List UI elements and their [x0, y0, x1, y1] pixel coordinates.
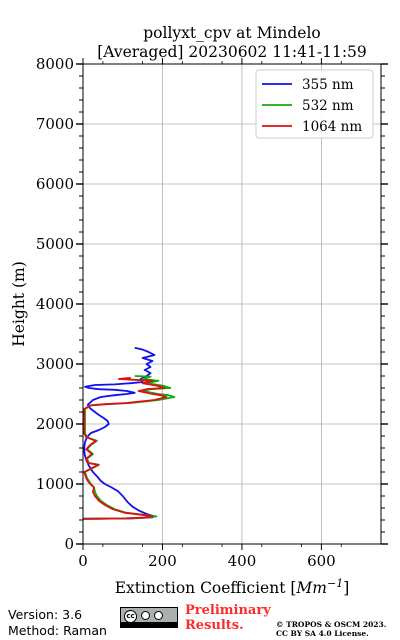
y-tick-label: 3000: [36, 355, 74, 373]
x-tick-label: 200: [148, 552, 177, 570]
series-layer: [82, 346, 176, 520]
preliminary-results-text: Preliminary Results.: [185, 603, 271, 633]
legend-label-2: 532 nm: [302, 98, 354, 114]
copyright-line2: CC BY SA 4.0 License.: [276, 629, 369, 638]
chart-title-line2: [Averaged] 20230602 11:41-11:59: [97, 43, 367, 61]
series-line-1: [82, 346, 156, 520]
x-axis-label: Extinction Coefficient [Mm−1]: [115, 577, 350, 597]
x-tick-labels: 0 200 400 600: [78, 552, 335, 570]
version-text: Version: 3.6: [8, 607, 83, 622]
x-tick-label: 400: [228, 552, 257, 570]
preliminary-line1: Preliminary: [185, 603, 271, 618]
footer-info: Version: 3.6 Method: Raman: [8, 607, 107, 639]
x-tick-label: 600: [307, 552, 336, 570]
y-tick-label: 0: [64, 535, 74, 553]
y-tick-label: 8000: [36, 55, 74, 73]
x-tick-label: 0: [78, 552, 88, 570]
license-strip: [121, 622, 177, 627]
y-tick-label: 7000: [36, 115, 74, 133]
y-tick-label: 1000: [36, 475, 74, 493]
copyright-text: © TROPOS & OSCM 2023. CC BY SA 4.0 Licen…: [276, 620, 386, 638]
y-tick-label: 4000: [36, 295, 74, 313]
method-text: Method: Raman: [8, 623, 107, 638]
series-line-3: [82, 376, 168, 520]
axis-ticks: [76, 58, 388, 550]
y-tick-label: 5000: [36, 235, 74, 253]
y-tick-label: 2000: [36, 415, 74, 433]
extinction-profile-chart: pollyxt_cpv at Mindelo [Averaged] 202306…: [10, 24, 388, 597]
y-tick-labels: 0 1000 2000 3000 4000 5000 6000 7000 8000: [36, 55, 74, 553]
legend: 355 nm 532 nm 1064 nm: [255, 69, 374, 139]
legend-box: [255, 69, 374, 139]
copyright-line1: © TROPOS & OSCM 2023.: [276, 620, 387, 629]
y-axis-label: Height (m): [10, 261, 28, 347]
legend-label-1: 355 nm: [302, 77, 354, 93]
by-circle-icon: [141, 611, 150, 620]
legend-label-3: 1064 nm: [302, 119, 362, 135]
sa-circle-icon: [154, 611, 163, 620]
cc-by-sa-license-icon: cc: [120, 607, 178, 628]
preliminary-line2: Results.: [185, 618, 244, 633]
chart-title-line1: pollyxt_cpv at Mindelo: [143, 24, 321, 42]
y-tick-label: 6000: [36, 175, 74, 193]
